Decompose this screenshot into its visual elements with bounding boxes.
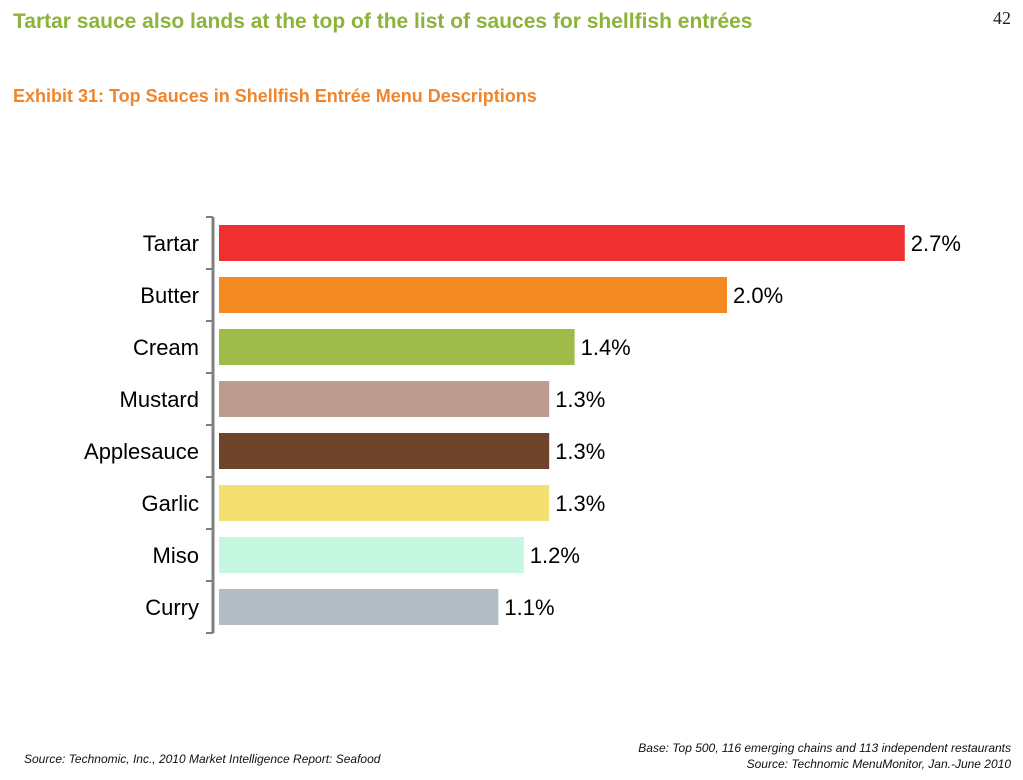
category-label: Curry	[145, 595, 199, 620]
category-label: Mustard	[120, 387, 199, 412]
bar-butter	[219, 277, 727, 313]
footer-source-note: Source: Technomic MenuMonitor, Jan.-June…	[746, 757, 1011, 771]
value-label: 1.3%	[555, 491, 605, 516]
footer-source-left: Source: Technomic, Inc., 2010 Market Int…	[24, 752, 381, 766]
chart-title: Exhibit 31: Top Sauces in Shellfish Entr…	[13, 86, 537, 106]
bar-applesauce	[219, 433, 550, 469]
bar-tartar	[219, 225, 905, 261]
category-label: Butter	[140, 283, 199, 308]
value-label: 1.3%	[555, 387, 605, 412]
value-label: 2.0%	[733, 283, 783, 308]
category-label: Applesauce	[84, 439, 199, 464]
bar-garlic	[219, 485, 550, 521]
value-label: 1.3%	[555, 439, 605, 464]
footer-source-right: Base: Top 500, 116 emerging chains and 1…	[638, 740, 1011, 772]
bar-chart: Tartar 2.7% Butter 2.0% Cream 1.4% Mustard 1.3%…	[84, 216, 961, 634]
value-label: 2.7%	[911, 231, 961, 256]
category-label: Cream	[133, 335, 199, 360]
category-label: Garlic	[142, 491, 199, 516]
category-label: Miso	[153, 543, 199, 568]
value-label: 1.4%	[581, 335, 631, 360]
bar-mustard	[219, 381, 550, 417]
value-label: 1.1%	[504, 595, 554, 620]
footer-base-note: Base: Top 500, 116 emerging chains and 1…	[638, 741, 1011, 755]
value-label: 1.2%	[530, 543, 580, 568]
bar-miso	[219, 537, 524, 573]
slide-headline: Tartar sauce also lands at the top of th…	[13, 10, 753, 33]
category-label: Tartar	[143, 231, 199, 256]
bar-cream	[219, 329, 575, 365]
page-number: 42	[993, 8, 1011, 28]
bar-curry	[219, 589, 499, 625]
